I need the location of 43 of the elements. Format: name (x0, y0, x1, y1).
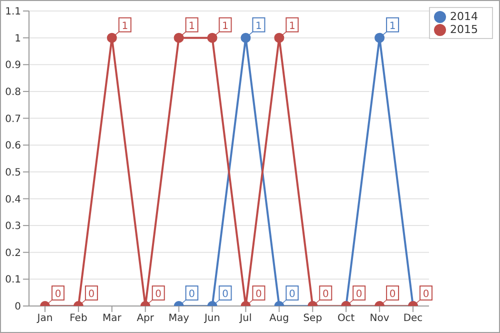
data-label: 0 (422, 289, 430, 300)
data-label: 1 (389, 20, 396, 32)
y-tick-label: 0.9 (5, 60, 21, 72)
legend-label: 2015 (450, 23, 478, 36)
data-label: 1 (122, 20, 128, 32)
x-tick-label: Jan (36, 313, 53, 324)
data-label: 1 (256, 20, 262, 32)
data-label: 0 (356, 289, 362, 300)
y-tick-label: 0 (14, 302, 21, 313)
data-label: 0 (54, 289, 62, 300)
data-label: 1 (288, 20, 296, 32)
data-label: 1 (188, 20, 196, 32)
y-tick-label: 0.1 (5, 274, 21, 286)
x-tick-label: Mar (102, 313, 122, 324)
data-label: 0 (389, 289, 396, 300)
x-tick-label: May (168, 313, 190, 324)
data-label: 1 (222, 20, 228, 32)
x-tick-label: Aug (269, 313, 289, 324)
y-tick-label: 0.2 (5, 248, 21, 259)
x-tick-label: Apr (136, 313, 155, 324)
data-label: 0 (88, 289, 95, 300)
x-tick-label: Sep (303, 313, 322, 324)
data-label: 0 (155, 289, 162, 300)
x-tick-label: Jun (203, 313, 220, 324)
x-tick-label: Nov (370, 313, 390, 324)
data-label: 0 (322, 289, 329, 300)
y-tick-label: 0.3 (5, 221, 21, 232)
legend-label: 2014 (450, 10, 478, 23)
data-label: 0 (288, 289, 296, 300)
y-tick-label: 0.5 (5, 167, 21, 178)
x-tick-label: Dec (403, 313, 423, 324)
y-tick-label: 1.1 (5, 6, 21, 18)
data-label: 0 (256, 289, 262, 300)
x-tick-label: Oct (337, 313, 355, 324)
y-tick-label: 0.8 (5, 87, 21, 98)
y-tick-label: 0.6 (5, 140, 21, 152)
x-tick-label: Jul (238, 313, 252, 324)
y-tick-label: 0.7 (5, 114, 21, 125)
data-label: 0 (222, 289, 228, 300)
y-tick-label: 1 (14, 33, 21, 44)
x-tick-label: Feb (70, 313, 88, 324)
y-tick-label: 0.4 (5, 194, 21, 206)
data-label: 0 (188, 289, 196, 300)
